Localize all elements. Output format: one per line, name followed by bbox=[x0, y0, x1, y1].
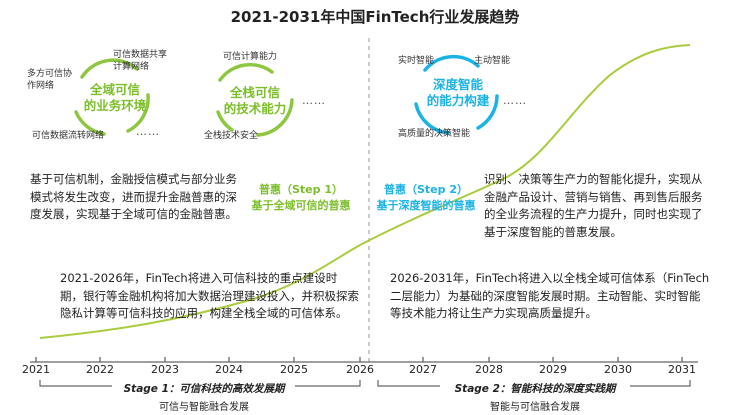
year-2022: 2022 bbox=[86, 363, 114, 376]
step-2-line2: 基于深度智能的普惠 bbox=[376, 199, 476, 212]
step-2-line1: 普惠（Step 2） bbox=[384, 183, 468, 196]
label-proactive-intelligence: 主动智能 bbox=[474, 56, 511, 66]
circle-3-title: 深度智能 的能力构建 bbox=[418, 77, 498, 109]
paragraph-right-top: 识别、决策等生产力的智能化提升，实现从金融产品设计、营销与销售、再到售后服务的全… bbox=[484, 172, 703, 239]
year-2026: 2026 bbox=[346, 363, 374, 376]
label-shared-computing-network: 可信数据共享计算网络 bbox=[113, 50, 168, 72]
circle-1-line1: 全域可信 bbox=[89, 82, 140, 97]
circle-3-line2: 的能力构建 bbox=[426, 93, 490, 108]
stage2-bracket bbox=[377, 380, 691, 387]
year-2025: 2025 bbox=[280, 363, 308, 376]
circle-2-arcs bbox=[216, 62, 294, 137]
axis-ticks bbox=[35, 357, 683, 362]
label-fullstack-security: 全栈技术安全 bbox=[204, 131, 259, 141]
step-2-label: 普惠（Step 2） 基于深度智能的普惠 bbox=[372, 182, 480, 214]
year-2028: 2028 bbox=[475, 363, 503, 376]
step-1-line1: 普惠（Step 1） bbox=[259, 183, 343, 196]
circle-1-ellipsis: …… bbox=[136, 125, 160, 138]
stage1-bracket bbox=[39, 380, 361, 387]
circle-1-arcs bbox=[74, 58, 150, 136]
year-2030: 2030 bbox=[604, 363, 632, 376]
year-2027: 2027 bbox=[409, 363, 437, 376]
label-multiparty-network: 多方可信协作网络 bbox=[27, 69, 73, 91]
paragraph-right-bottom: 2026-2031年，FinTech将进入以全栈全域可信体系（FinTech二层… bbox=[390, 271, 710, 320]
stage-1-title: Stage 1：可信科技的高效发展期 bbox=[123, 383, 285, 395]
stage-2-title: Stage 2：智能科技的深度实践期 bbox=[454, 383, 616, 395]
label-decision-intelligence: 高质量的决策智能 bbox=[398, 129, 471, 139]
growth-curve bbox=[39, 44, 691, 339]
circle-3-line1: 深度智能 bbox=[432, 77, 483, 92]
circle-1-line2: 的业务环境 bbox=[83, 98, 147, 113]
circle-3-arcs bbox=[414, 54, 499, 135]
year-2031: 2031 bbox=[668, 363, 696, 376]
year-2024: 2024 bbox=[215, 363, 243, 376]
stage-1-subtitle: 可信与智能融合发展 bbox=[159, 402, 249, 413]
step-1-label: 普惠（Step 1） 基于全域可信的普惠 bbox=[236, 182, 366, 214]
stage-2-subtitle: 智能与可信融合发展 bbox=[490, 402, 580, 413]
year-2029: 2029 bbox=[539, 363, 567, 376]
step-1-line2: 基于全域可信的普惠 bbox=[251, 199, 351, 212]
page-title: 2021-2031年中国FinTech行业发展趋势 bbox=[230, 8, 520, 26]
year-2021: 2021 bbox=[22, 363, 50, 376]
circle-2-line2: 的技术能力 bbox=[223, 101, 287, 116]
label-trusted-computing: 可信计算能力 bbox=[223, 52, 278, 62]
label-realtime-intelligence: 实时智能 bbox=[398, 56, 435, 66]
circle-1-title: 全域可信 的业务环境 bbox=[75, 82, 155, 114]
year-2023: 2023 bbox=[151, 363, 179, 376]
circle-3-ellipsis: …… bbox=[503, 94, 527, 107]
paragraph-left-bottom: 2021-2026年，FinTech将进入可信科技的重点建设时期，银行等金融机构… bbox=[60, 271, 359, 320]
label-data-flow-network: 可信数据流转网络 bbox=[32, 131, 105, 141]
circle-2-line1: 全栈可信 bbox=[229, 85, 280, 100]
circle-2-title: 全栈可信 的技术能力 bbox=[215, 85, 295, 117]
paragraph-left-top: 基于可信机制，金融授信模式与部分业务模式将发生改变，进而提升金融普惠的深度发展，… bbox=[30, 172, 237, 221]
circle-2-ellipsis: …… bbox=[302, 94, 326, 107]
